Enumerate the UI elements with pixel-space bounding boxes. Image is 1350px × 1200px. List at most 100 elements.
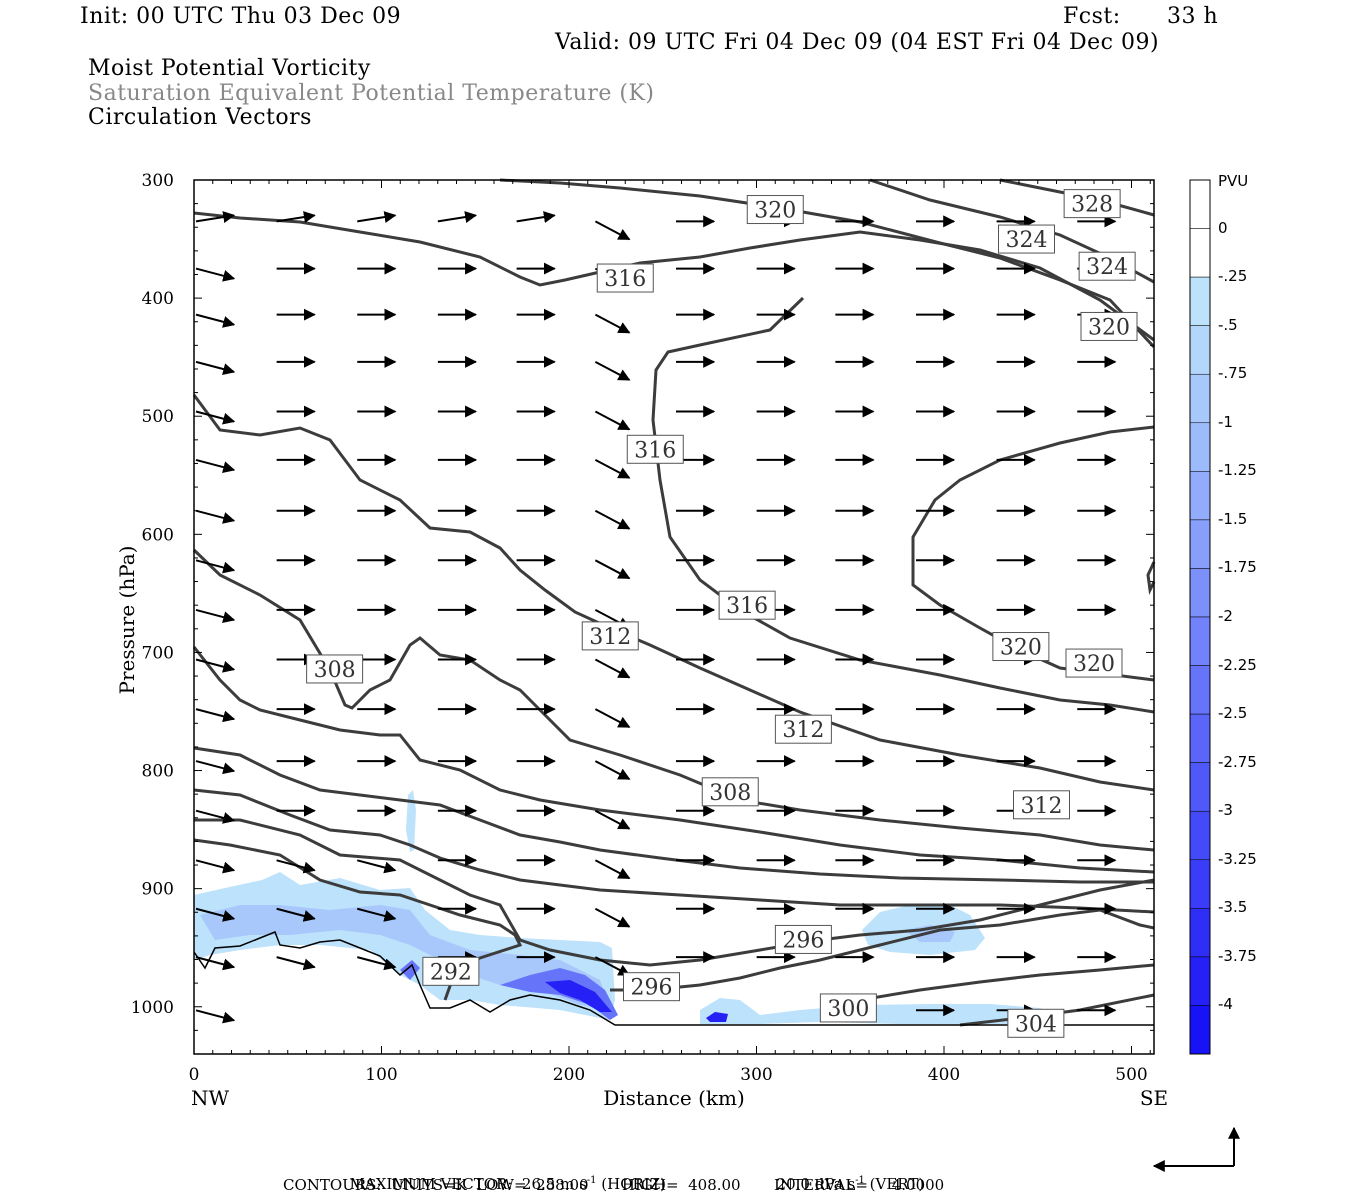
- contour-label-text: 316: [634, 438, 676, 463]
- colorbar-swatch: [1189, 859, 1211, 909]
- circulation-vector: [437, 211, 478, 223]
- circulation-vector: [594, 313, 631, 334]
- x-tick-label: 200: [553, 1065, 585, 1085]
- max-vector-horiz-tag: (HORIZ): [596, 1175, 667, 1193]
- colorbar-swatch: [1189, 519, 1211, 569]
- contour-label-box: [701, 777, 759, 807]
- contour-label-text: 312: [1021, 794, 1063, 819]
- contour-label-box: [1013, 790, 1070, 820]
- contour-label-box: [422, 956, 480, 986]
- colorbar: [1189, 179, 1211, 1055]
- contour-label: 312: [581, 621, 639, 651]
- terrain-line: [193, 931, 1154, 1026]
- circulation-vector: [195, 509, 236, 524]
- colorbar-tick-label: -3: [1218, 801, 1233, 820]
- contour-line: [192, 394, 1155, 792]
- circulation-vector: [516, 211, 556, 223]
- init-time: Init: 00 UTC Thu 03 Dec 09: [80, 4, 402, 29]
- contour-label-text: 324: [1006, 228, 1048, 253]
- contour-label: 324: [998, 224, 1055, 254]
- y-tick-labels: 300 400 500 600 700 800 900 1000: [131, 171, 174, 1018]
- colorbar-swatch: [1189, 422, 1211, 472]
- contour-label-text: 296: [782, 928, 824, 953]
- contour-label-box: [992, 632, 1050, 662]
- contour-label-text: 316: [604, 267, 646, 292]
- contour-label: 292: [422, 956, 480, 986]
- circulation-vector: [276, 956, 316, 971]
- contour-label-text: 308: [709, 781, 751, 806]
- colorbar-swatch: [1189, 810, 1211, 861]
- circulation-vector: [594, 708, 631, 729]
- circulation-vector: [195, 708, 236, 723]
- contour-label-box: [819, 993, 877, 1023]
- contour-label: 320: [1065, 648, 1123, 678]
- colorbar-tick-label: -1: [1218, 412, 1233, 431]
- circulation-vector: [594, 410, 631, 431]
- y-tick-label: 900: [142, 880, 174, 900]
- circulation-vector: [594, 760, 631, 780]
- circulation-vector: [195, 608, 236, 623]
- colorbar-tick-label: -3.75: [1218, 946, 1257, 965]
- contour-labels: 320 328 324 324 316 320 316 316 312 320 320 308 312 3…: [306, 189, 1138, 1038]
- circulation-vector: [594, 459, 631, 479]
- contour-label-box: [1063, 189, 1121, 219]
- plot-frame: [193, 179, 1155, 1055]
- contour-line: [192, 646, 1155, 874]
- contour-label-box: [746, 195, 804, 225]
- contour-label: 300: [819, 993, 877, 1023]
- contour-label-box: [623, 972, 680, 1002]
- circulation-vector: [195, 956, 236, 971]
- contour-label-text: 324: [1086, 255, 1128, 280]
- contour-label-box: [774, 924, 832, 954]
- contour-label-text: 320: [1088, 315, 1130, 340]
- colorbar-swatch: [1189, 325, 1211, 375]
- x-tick-label: 300: [740, 1065, 772, 1085]
- contour-label-text: 320: [754, 199, 796, 224]
- contour-line: [610, 908, 1155, 992]
- y-tick-label: 300: [142, 171, 174, 191]
- circulation-vector: [195, 267, 236, 282]
- contour-label: 296: [774, 924, 832, 954]
- colorbar-swatch: [1189, 762, 1211, 812]
- x-tick-label: 0: [189, 1065, 200, 1085]
- circulation-vector: [195, 809, 236, 824]
- circulation-vector: [594, 907, 631, 928]
- mpv-shading-bottom-strip: [700, 998, 1060, 1024]
- circulation-vector: [195, 313, 236, 328]
- mpv-shading: [194, 790, 1060, 1024]
- circulation-vector: [594, 559, 631, 580]
- circulation-vector: [276, 907, 316, 922]
- contour-label: 320: [746, 195, 804, 225]
- y-tick-label: 400: [142, 289, 174, 309]
- contour-label-text: 300: [827, 997, 869, 1022]
- y-tick-label: 600: [142, 525, 174, 545]
- colorbar-tick-label: -2.25: [1218, 655, 1257, 674]
- contour-label-box: [1007, 1008, 1065, 1038]
- y-tick-label: 1000: [131, 998, 174, 1018]
- contours-info: CONTOURS: UNITS=K LOW= 288.00 HIGH= 408.…: [283, 1176, 945, 1194]
- x-left-direction: NW: [191, 1086, 230, 1110]
- contour-label: 328: [1063, 189, 1121, 219]
- max-vector-vert: 20.0 dPa s: [776, 1175, 856, 1193]
- max-vector-vert-text: 20.0 dPa s-1 (VERT): [767, 1157, 925, 1193]
- contour-label: 312: [774, 714, 832, 744]
- contour-label-box: [718, 590, 776, 620]
- field-title-thetae: Saturation Equivalent Potential Temperat…: [88, 81, 655, 106]
- colorbar-swatch: [1189, 179, 1211, 229]
- x-tick-label: 500: [1115, 1065, 1147, 1085]
- circulation-vector: [195, 410, 236, 425]
- contour-label-text: 316: [726, 594, 768, 619]
- colorbar-tick-label: -4: [1218, 995, 1233, 1014]
- contour-label-box: [306, 654, 364, 684]
- colorbar-swatch: [1189, 276, 1211, 326]
- mpv-shading-core: [500, 968, 618, 1020]
- colorbar-tick-label: -1.25: [1218, 461, 1257, 480]
- circulation-vector: [356, 859, 397, 874]
- mpv-shading-spot-left: [400, 960, 420, 980]
- mpv-shading-left: [194, 872, 615, 1020]
- circulation-vector: [594, 509, 631, 530]
- colorbar-tick-label: -1.75: [1218, 558, 1257, 577]
- contour-line: [1146, 561, 1156, 596]
- x-right-direction: SE: [1140, 1086, 1168, 1110]
- colorbar-frame: [1189, 179, 1211, 1055]
